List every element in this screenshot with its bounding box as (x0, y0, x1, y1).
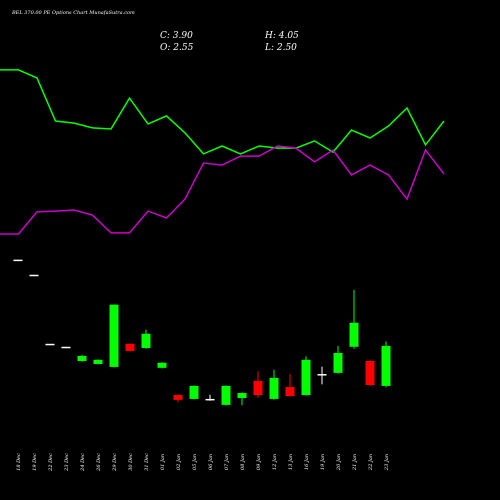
x-tick-label: 12 Jan (272, 454, 278, 470)
candle-body (381, 345, 391, 386)
candle-body (157, 362, 167, 368)
candle-body (173, 395, 183, 400)
x-tick-label: 20 Jan (336, 454, 342, 471)
candle-body (253, 380, 263, 396)
candle-body (13, 259, 23, 262)
candle-body (141, 333, 151, 348)
candle-body (349, 322, 359, 347)
candle-body (365, 360, 375, 385)
x-tick-label: 09 Jan (256, 454, 262, 470)
chart-title: BEL 370.00 PE Options Chart MunafaSutra.… (11, 10, 135, 16)
candle-body (237, 392, 247, 399)
x-tick-label: 18 Dec (16, 453, 22, 471)
x-tick-label: 16 Jan (304, 454, 310, 470)
x-tick-label: 26 Dec (96, 453, 102, 472)
close-label: C: 3.90 (160, 31, 193, 41)
x-tick-label: 13 Jan (288, 454, 294, 470)
overlay-line (0, 69, 445, 155)
candle-body (29, 274, 39, 277)
x-tick-label: 02 Jan (176, 454, 182, 470)
high-label: H: 4.05 (264, 31, 299, 41)
x-tick-label: 29 Dec (112, 453, 118, 472)
candle-body (301, 359, 311, 396)
candle-body (333, 352, 343, 373)
x-tick-label: 31 Dec (144, 453, 150, 471)
x-tick-label: 19 Dec (32, 453, 38, 471)
x-tick-label: 07 Jan (224, 454, 230, 470)
x-tick-label: 23 Dec (64, 453, 70, 472)
open-label: O: 2.55 (160, 43, 194, 53)
x-tick-label: 05 Jan (192, 454, 198, 470)
candle-body (61, 346, 71, 349)
x-tick-label: 19 Jan (320, 454, 326, 470)
x-tick-label: 06 Jan (208, 454, 214, 470)
candle-body (109, 304, 119, 367)
x-tick-label: 21 Jan (352, 454, 358, 471)
x-tick-label: 08 Jan (240, 454, 246, 470)
x-tick-label: 22 Dec (48, 453, 54, 472)
candle-body (189, 385, 199, 399)
x-tick-label: 24 Dec (80, 453, 86, 472)
candle-body (77, 355, 87, 361)
candle-body (45, 343, 55, 346)
overlay-line (0, 145, 445, 235)
candle-body (93, 359, 103, 364)
x-tick-label: 23 Jan (384, 454, 390, 471)
candle-body (205, 398, 215, 401)
x-tick-label: 22 Jan (368, 454, 374, 471)
x-tick-label: 01 Jan (160, 454, 166, 470)
low-label: L: 2.50 (264, 43, 297, 53)
candle-body (285, 387, 295, 396)
x-tick-label: 30 Dec (128, 453, 134, 471)
candle-body (221, 385, 231, 405)
candle-body (269, 377, 279, 399)
candle-body (317, 374, 327, 376)
candle-body (125, 343, 135, 351)
